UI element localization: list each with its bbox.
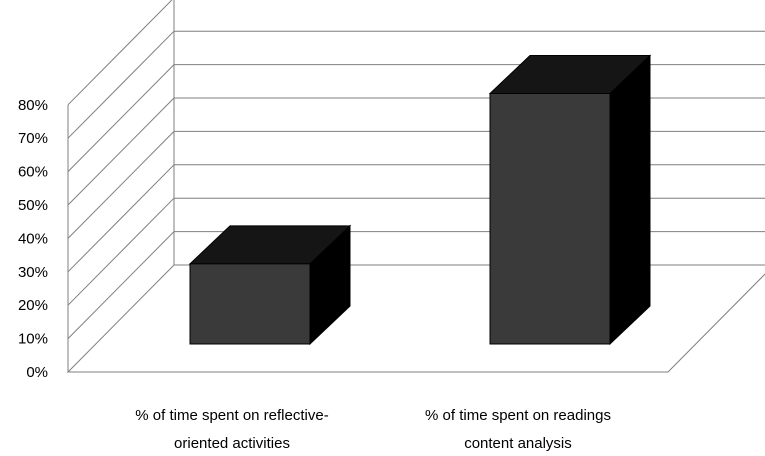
y-tick-label: 20% bbox=[18, 297, 48, 314]
bar-side-face bbox=[609, 54, 651, 346]
x-axis-category-labels: % of time spent on reflective-oriented a… bbox=[135, 407, 611, 452]
y-tick-label: 40% bbox=[18, 230, 48, 247]
x-category-label: % of time spent on reflective-oriented a… bbox=[135, 407, 328, 452]
y-tick-label: 30% bbox=[18, 264, 48, 281]
bar bbox=[488, 54, 652, 346]
gridlines bbox=[66, 0, 765, 373]
gridline-side bbox=[67, 131, 175, 239]
bar bbox=[188, 224, 352, 346]
chart-floor bbox=[66, 264, 765, 373]
y-tick-label: 0% bbox=[26, 364, 48, 381]
bars bbox=[188, 54, 652, 346]
y-axis-tick-labels: 0% 10% 20% 30% 40% 50% 60% 70% 80% bbox=[18, 97, 48, 381]
y-tick-label: 50% bbox=[18, 197, 48, 214]
bar-front-face bbox=[189, 263, 311, 345]
y-tick-label: 10% bbox=[18, 331, 48, 348]
gridline-side bbox=[67, 0, 173, 106]
gridline-side bbox=[67, 231, 175, 339]
x-category-label: % of time spent on readings content analy… bbox=[425, 407, 611, 452]
gridline-side bbox=[67, 30, 175, 139]
y-tick-label: 80% bbox=[18, 97, 48, 114]
gridline-side bbox=[67, 64, 175, 172]
gridline-side bbox=[67, 97, 175, 206]
y-tick-label: 70% bbox=[18, 130, 48, 147]
bar-front-face bbox=[489, 93, 611, 345]
gridline-side bbox=[67, 164, 175, 273]
y-tick-label: 60% bbox=[18, 164, 48, 181]
gridline-side bbox=[67, 197, 175, 306]
